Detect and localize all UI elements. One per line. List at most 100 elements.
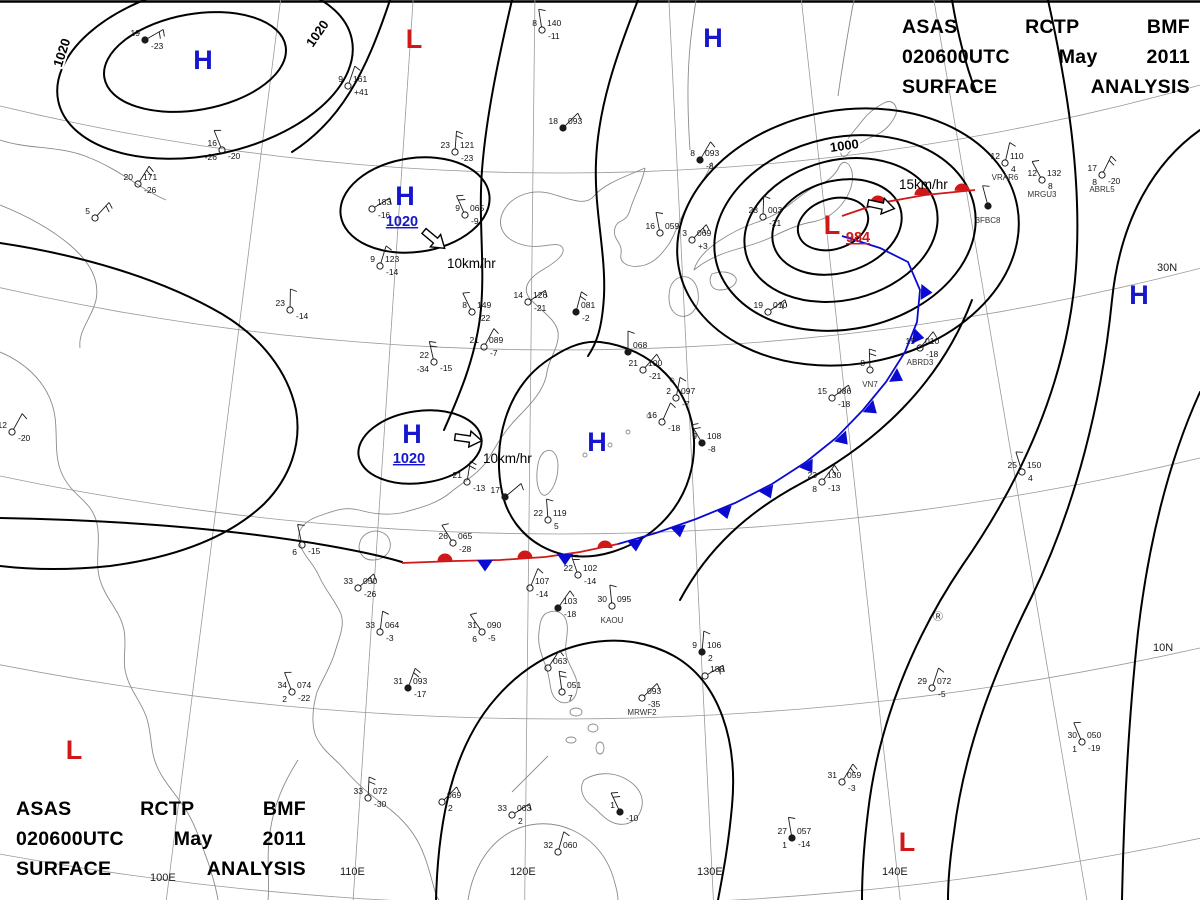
wind-barb-tick (148, 165, 154, 172)
station-value: 31 (828, 770, 838, 780)
station-circle (91, 214, 99, 222)
stationary-front-semicircle (437, 553, 453, 561)
station-plot: 20 171 -26 (124, 165, 157, 195)
station-plot: 19 -23 (131, 28, 165, 51)
station-value: 31 (394, 676, 404, 686)
station-circle (478, 628, 486, 636)
station-plot: 14 126 -21 (514, 289, 548, 313)
wind-barb (284, 672, 292, 690)
station-circle (608, 602, 616, 610)
station-circle (696, 156, 704, 164)
isobar (796, 196, 870, 252)
grid-meridian (352, 0, 414, 900)
wind-barb-tick (414, 667, 421, 674)
station-value: 8 (812, 484, 817, 494)
wind-barb (676, 377, 681, 395)
cold-front-triangle (627, 539, 643, 552)
wind-barb-tick (389, 197, 392, 205)
coastline (0, 139, 167, 201)
station-value: 18 (549, 116, 559, 126)
wind-barb-tick (368, 776, 376, 781)
station-circle (866, 366, 874, 374)
wind-barb-tick (469, 465, 476, 470)
station-value: 072 (937, 676, 951, 686)
station-plot: 34 074 -22 2 (278, 671, 311, 704)
grid-meridian (801, 0, 901, 900)
station-value: 8 (1092, 177, 1097, 187)
station-plot: 33 072 -30 (354, 776, 387, 809)
station-value: -26 (144, 185, 157, 195)
station-value: -13 (473, 483, 486, 493)
station-value: 8 (532, 18, 537, 28)
station-value: -28 (459, 544, 472, 554)
station-plot: 26 065 -28 (439, 523, 472, 554)
station-value: 050 (1087, 730, 1101, 740)
station-value: -14 (536, 589, 549, 599)
station-plot: 23 -14 (276, 288, 309, 321)
warm-front-line (841, 189, 976, 217)
coastline (565, 736, 577, 744)
station-value: 16 (648, 410, 658, 420)
wind-barb-tick (982, 185, 990, 187)
station-value: 132 (1047, 168, 1061, 178)
wind-barb-tick (563, 831, 570, 837)
station-value: 065 (470, 203, 484, 213)
wind-barb (507, 483, 522, 496)
isobar (587, 0, 639, 357)
wind-barb (570, 554, 578, 573)
coastline (646, 413, 652, 419)
coastline (607, 442, 613, 448)
wind-barb (485, 328, 495, 345)
station-value: -10 (626, 813, 639, 823)
wind-barb-tick (869, 353, 877, 357)
station-value: -18 (926, 349, 939, 359)
station-plot: 081-2 (572, 291, 595, 323)
station-circle (554, 604, 562, 612)
station-plot: 183-16 (368, 197, 392, 220)
station-circle (430, 358, 438, 366)
wind-barb-tick (1110, 155, 1117, 162)
station-plot: 27 057 -14 1 (778, 816, 811, 850)
station-value: -5 (938, 689, 946, 699)
station-value: 23 (808, 470, 818, 480)
high-center-symbol: H (402, 419, 422, 449)
station-plot: 30 050 -19 1 (1068, 721, 1101, 754)
station-plot: 21 -13 (453, 460, 486, 493)
station-plot: 8 149 -22 (462, 291, 491, 323)
station-circle (344, 82, 352, 90)
station-value: 20 (124, 172, 134, 182)
station-value: 19 (754, 300, 764, 310)
wind-barb (380, 245, 387, 264)
wind-speed-label: 15km/hr (899, 177, 948, 192)
station-value: 068 (633, 340, 647, 350)
station-value: -11 (548, 31, 560, 41)
station-circle (376, 262, 384, 270)
station-plot: 18 093 (549, 112, 582, 132)
wind-barb (428, 341, 434, 360)
station-plot: 103-18 (554, 590, 577, 619)
wind-barb (770, 299, 786, 311)
station-circle (698, 439, 706, 447)
station-value: -8 (708, 444, 716, 454)
wind-barb-tick (297, 524, 305, 526)
station-plot: 22 102 -14 (564, 554, 597, 586)
wind-barb-tick (146, 169, 152, 176)
wind-barb-tick (441, 523, 449, 526)
station-plot: 31 090 -5 6 (468, 612, 501, 644)
station-plot: 23 121 -23 (441, 130, 474, 163)
station-value: 3 (682, 228, 687, 238)
wind-barb (609, 585, 613, 603)
station-circle (658, 418, 666, 426)
cold-front-triangle (920, 284, 933, 300)
wind-barb (443, 786, 457, 801)
station-plot: 23 003 -21 (749, 195, 782, 228)
wind-barb-tick (538, 8, 546, 12)
station-callsign-label: MRGU3 (1028, 190, 1057, 199)
grid-label: 10N (1153, 642, 1173, 654)
isobar-label: 1020 (303, 17, 332, 49)
station-circle (1098, 171, 1106, 179)
station-circle (461, 211, 469, 219)
station-circle (526, 584, 534, 592)
station-value: -30 (374, 799, 387, 809)
station-plot: 188 (701, 664, 725, 680)
